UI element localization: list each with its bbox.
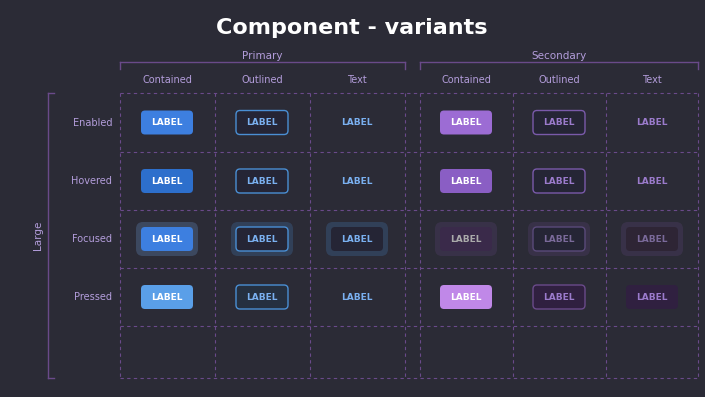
- FancyBboxPatch shape: [331, 227, 383, 251]
- Text: Outlined: Outlined: [538, 75, 580, 85]
- Text: Outlined: Outlined: [241, 75, 283, 85]
- FancyBboxPatch shape: [533, 227, 585, 251]
- Text: Secondary: Secondary: [532, 51, 587, 61]
- FancyBboxPatch shape: [533, 110, 585, 135]
- Text: LABEL: LABEL: [544, 293, 575, 301]
- FancyBboxPatch shape: [236, 227, 288, 251]
- FancyBboxPatch shape: [231, 222, 293, 256]
- Text: LABEL: LABEL: [152, 235, 183, 243]
- FancyBboxPatch shape: [440, 227, 492, 251]
- Text: LABEL: LABEL: [544, 235, 575, 243]
- Text: LABEL: LABEL: [152, 118, 183, 127]
- Ellipse shape: [446, 230, 486, 248]
- Text: LABEL: LABEL: [450, 235, 482, 243]
- FancyBboxPatch shape: [141, 169, 193, 193]
- Text: LABEL: LABEL: [636, 235, 668, 243]
- Text: LABEL: LABEL: [246, 293, 278, 301]
- Ellipse shape: [338, 230, 376, 248]
- Text: Hovered: Hovered: [71, 176, 112, 186]
- FancyBboxPatch shape: [141, 227, 193, 251]
- Text: Contained: Contained: [441, 75, 491, 85]
- Text: Focused: Focused: [72, 234, 112, 244]
- FancyBboxPatch shape: [621, 222, 683, 256]
- Text: LABEL: LABEL: [341, 177, 373, 185]
- Text: LABEL: LABEL: [341, 118, 373, 127]
- FancyBboxPatch shape: [440, 110, 492, 135]
- Text: Component - variants: Component - variants: [216, 18, 488, 38]
- FancyBboxPatch shape: [626, 227, 678, 251]
- Text: Text: Text: [642, 75, 662, 85]
- Text: Primary: Primary: [243, 51, 283, 61]
- Text: LABEL: LABEL: [246, 235, 278, 243]
- Ellipse shape: [147, 230, 187, 248]
- FancyBboxPatch shape: [435, 222, 497, 256]
- Text: Text: Text: [347, 75, 367, 85]
- Text: LABEL: LABEL: [544, 177, 575, 185]
- FancyBboxPatch shape: [236, 110, 288, 135]
- Text: Enabled: Enabled: [73, 118, 112, 127]
- Text: LABEL: LABEL: [450, 177, 482, 185]
- Text: LABEL: LABEL: [152, 177, 183, 185]
- Text: Pressed: Pressed: [74, 292, 112, 302]
- FancyBboxPatch shape: [326, 222, 388, 256]
- Text: LABEL: LABEL: [544, 118, 575, 127]
- Ellipse shape: [632, 230, 671, 248]
- Text: LABEL: LABEL: [636, 118, 668, 127]
- Ellipse shape: [539, 230, 579, 248]
- FancyBboxPatch shape: [440, 285, 492, 309]
- Text: LABEL: LABEL: [450, 293, 482, 301]
- FancyBboxPatch shape: [528, 222, 590, 256]
- Text: LABEL: LABEL: [341, 235, 373, 243]
- Text: LABEL: LABEL: [152, 293, 183, 301]
- FancyBboxPatch shape: [533, 285, 585, 309]
- Ellipse shape: [243, 230, 281, 248]
- FancyBboxPatch shape: [236, 169, 288, 193]
- FancyBboxPatch shape: [236, 285, 288, 309]
- Text: Contained: Contained: [142, 75, 192, 85]
- Text: LABEL: LABEL: [246, 118, 278, 127]
- Text: LABEL: LABEL: [636, 177, 668, 185]
- FancyBboxPatch shape: [141, 285, 193, 309]
- FancyBboxPatch shape: [533, 169, 585, 193]
- Text: LABEL: LABEL: [450, 118, 482, 127]
- Text: Large: Large: [33, 221, 43, 250]
- FancyBboxPatch shape: [141, 110, 193, 135]
- Text: LABEL: LABEL: [636, 293, 668, 301]
- FancyBboxPatch shape: [626, 285, 678, 309]
- FancyBboxPatch shape: [136, 222, 198, 256]
- Text: LABEL: LABEL: [341, 293, 373, 301]
- FancyBboxPatch shape: [440, 169, 492, 193]
- Text: LABEL: LABEL: [246, 177, 278, 185]
